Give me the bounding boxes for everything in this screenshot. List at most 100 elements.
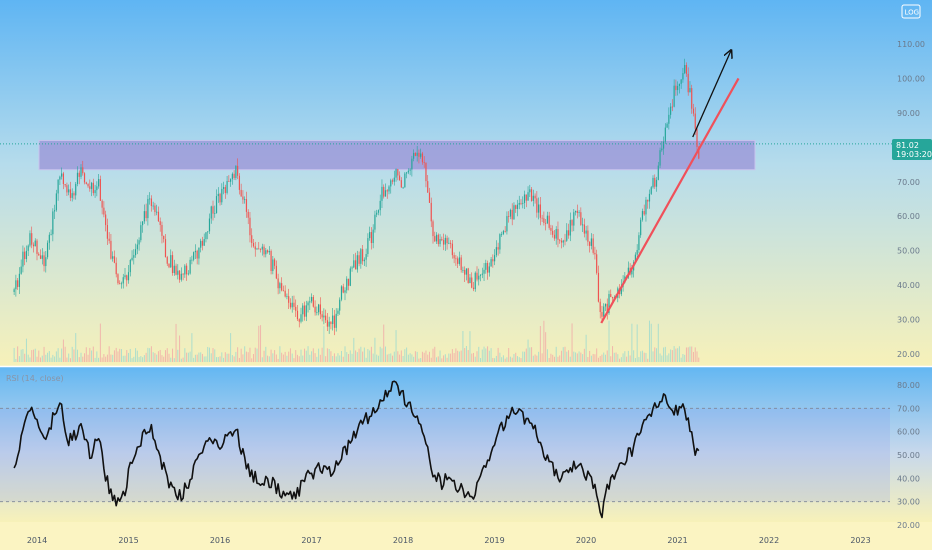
volume-bar	[38, 350, 40, 362]
volume-bar	[481, 349, 483, 362]
volume-bar	[661, 355, 663, 362]
volume-bar	[696, 351, 698, 362]
volume-bar	[684, 354, 686, 362]
volume-bar	[455, 348, 457, 362]
candle-body	[666, 123, 668, 128]
volume-bar	[179, 335, 181, 362]
volume-bar	[608, 320, 610, 362]
volume-bar	[409, 353, 411, 362]
volume-bar	[98, 357, 100, 362]
volume-bar	[664, 346, 666, 362]
rsi-indicator-title[interactable]: RSI (14, close)	[6, 374, 64, 383]
candle-body	[149, 198, 151, 200]
volume-bar	[221, 352, 223, 362]
volume-bar	[68, 353, 70, 362]
candle-body	[377, 210, 380, 213]
volume-bar	[339, 355, 341, 362]
candle-body	[520, 202, 522, 204]
candle-body	[68, 189, 70, 193]
volume-bar	[659, 353, 661, 362]
candle-body	[251, 235, 253, 243]
volume-bar	[511, 357, 513, 362]
volume-bar	[105, 356, 107, 362]
volume-bar	[532, 355, 534, 362]
candle-body	[142, 221, 144, 226]
volume-bar	[57, 348, 59, 362]
volume-bar	[689, 346, 691, 362]
volume-bar	[543, 320, 545, 362]
candle-body	[504, 231, 506, 232]
volume-bar	[670, 349, 672, 362]
volume-bar	[548, 357, 550, 362]
log-scale-button[interactable]: LOG	[901, 4, 921, 19]
volume-bar	[140, 356, 142, 362]
volume-bar	[270, 349, 272, 362]
rsi-axis-tick: 40.00	[897, 474, 920, 483]
volume-bar	[467, 350, 469, 362]
candle-body	[268, 250, 270, 253]
volume-bar	[115, 347, 117, 362]
candle-body	[36, 240, 38, 254]
candle-body	[180, 273, 182, 280]
candle-body	[274, 259, 276, 266]
volume-bar	[527, 339, 529, 362]
volume-bar	[170, 357, 172, 362]
volume-bar	[143, 355, 145, 362]
volume-bar	[129, 348, 131, 362]
candle-body	[367, 238, 369, 255]
candle-body	[571, 220, 573, 226]
volume-bar	[325, 356, 327, 362]
candle-body	[90, 182, 93, 189]
volume-bar	[640, 351, 642, 362]
volume-bar	[673, 346, 675, 362]
time-axis-tick: 2019	[484, 536, 504, 545]
candle-body	[664, 127, 666, 142]
volume-bar	[96, 351, 98, 362]
volume-bar	[282, 354, 284, 362]
volume-bar	[687, 347, 689, 362]
volume-bar	[691, 346, 693, 362]
volume-bar	[522, 351, 524, 362]
candle-body	[263, 246, 265, 255]
candle-body	[309, 301, 311, 303]
candle-body	[240, 189, 242, 197]
volume-bar	[346, 352, 348, 362]
candle-body	[326, 320, 329, 327]
volume-bar	[513, 354, 515, 362]
volume-bar	[94, 357, 96, 362]
volume-bar	[145, 352, 147, 362]
candle-body	[548, 215, 550, 228]
last-price-countdown: 19:03:20	[896, 150, 932, 159]
volume-bar	[89, 347, 91, 362]
candle-body	[467, 268, 469, 284]
volume-bar	[54, 356, 56, 362]
log-scale-button-box[interactable]	[901, 4, 921, 19]
volume-bar	[597, 357, 599, 362]
candle-body	[98, 179, 100, 187]
candle-body	[592, 238, 594, 253]
volume-bar	[369, 350, 371, 362]
candle-body	[94, 190, 96, 194]
time-axis-tick: 2014	[27, 536, 47, 545]
candle-body	[413, 152, 415, 159]
volume-bar	[645, 352, 647, 362]
volume-bar	[583, 348, 585, 362]
volume-bar	[133, 356, 135, 362]
candle-body	[210, 206, 212, 219]
volume-bar	[643, 352, 645, 362]
volume-bar	[200, 352, 202, 362]
volume-bar	[263, 350, 265, 362]
volume-bar	[472, 352, 474, 362]
volume-bar	[464, 348, 466, 362]
candle-body	[235, 165, 237, 178]
volume-bar	[164, 350, 166, 362]
volume-bar	[106, 354, 108, 362]
log-scale-button-label[interactable]: LOG	[905, 9, 920, 17]
candle-body	[105, 214, 107, 226]
volume-bar	[75, 333, 77, 362]
volume-bar	[237, 347, 239, 362]
candle-body	[411, 158, 413, 170]
volume-bar	[427, 354, 429, 362]
